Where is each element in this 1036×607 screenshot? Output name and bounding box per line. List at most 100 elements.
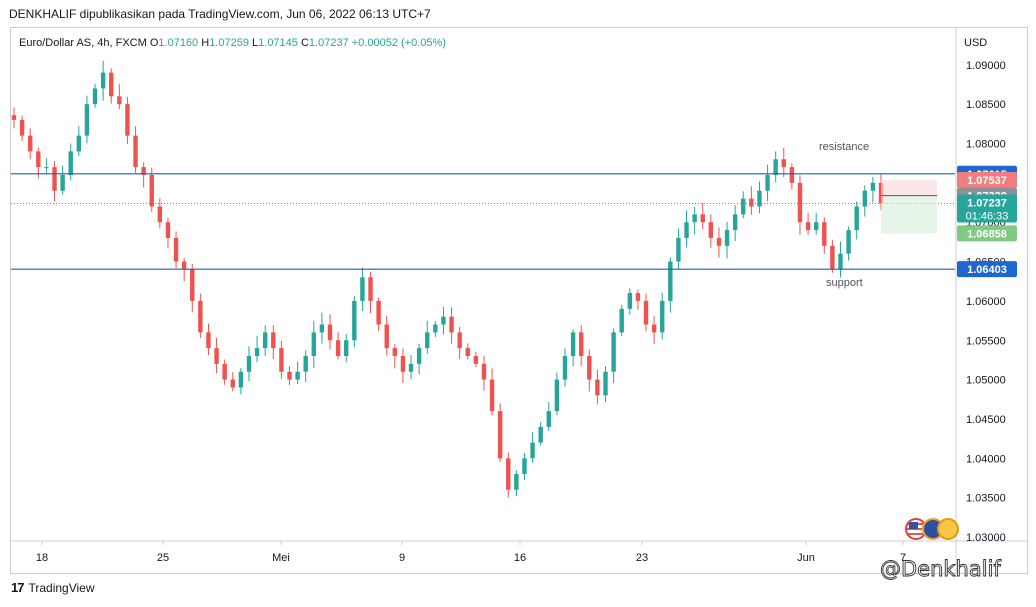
candle-body <box>611 332 616 372</box>
candle-body <box>425 332 430 349</box>
candle-body <box>741 198 746 215</box>
stop-zone <box>881 179 937 196</box>
candle-body <box>830 245 835 270</box>
price-badge-target <box>957 225 1017 242</box>
x-tick-label: 16 <box>514 552 526 564</box>
x-tick-label: 18 <box>36 552 48 564</box>
candle-body <box>870 182 876 191</box>
candle-body <box>68 151 73 175</box>
candle-body <box>311 332 317 356</box>
candle-body <box>384 324 389 349</box>
candle-body <box>246 355 252 372</box>
candle-body <box>587 355 592 380</box>
candle-body <box>546 411 551 427</box>
footer-brand: TradingView <box>28 581 95 595</box>
candle-body <box>303 355 308 372</box>
candle-body <box>765 174 770 191</box>
support-annotation: support <box>826 277 863 289</box>
candle-body <box>408 363 414 372</box>
candle-body <box>643 300 649 325</box>
candle-body <box>506 458 511 490</box>
chart-frame[interactable] <box>10 27 1028 574</box>
y-tick-label: 1.08500 <box>966 99 1006 111</box>
candle-body <box>360 277 365 301</box>
candle-body <box>692 214 697 223</box>
candle-body <box>327 324 333 341</box>
candle-body <box>117 96 122 105</box>
candle-body <box>238 371 244 388</box>
candle-body <box>595 379 600 396</box>
candle-body <box>684 222 689 238</box>
candle-body <box>619 308 624 333</box>
candle-body <box>262 332 268 349</box>
price-badge-label: 1.07237 <box>967 198 1007 210</box>
close-value: 1.07237 <box>308 37 349 49</box>
candle-body <box>773 159 778 175</box>
candle-body <box>578 332 584 356</box>
candle-body <box>279 348 284 372</box>
x-tick-label: 25 <box>157 552 169 564</box>
candle-body <box>190 269 195 301</box>
candle-body <box>400 355 406 372</box>
candle-body <box>319 324 325 333</box>
candle-body <box>749 198 754 207</box>
candle-body <box>52 167 57 191</box>
y-tick-label: 1.05500 <box>966 335 1006 347</box>
open-value: 1.07160 <box>158 37 199 49</box>
candle-body <box>441 316 446 325</box>
x-tick-label: 23 <box>636 552 648 564</box>
candle-body <box>562 355 568 380</box>
candle-body <box>522 458 527 475</box>
candle-body <box>141 167 146 175</box>
candle-body <box>668 261 673 301</box>
candle-body <box>295 371 300 380</box>
x-tick-label: Mei <box>272 552 290 564</box>
axis-currency-label: USD <box>964 37 987 49</box>
x-tick-label: 7 <box>900 552 906 564</box>
candle-body <box>708 222 714 238</box>
candle-body <box>530 442 535 459</box>
candle-body <box>181 261 187 270</box>
candle-body <box>603 371 608 396</box>
candle-body <box>198 300 203 333</box>
candle-body <box>757 190 762 207</box>
price-badge-stop <box>957 171 1017 188</box>
change-value: +0.00052 (+0.05%) <box>351 37 446 49</box>
symbol-name: Euro/Dollar AS, 4h, FXCM <box>19 37 147 49</box>
low-label: L <box>252 37 259 49</box>
candle-body <box>392 348 398 356</box>
candle-body <box>570 332 576 356</box>
candle-body <box>457 332 462 349</box>
candle-body <box>813 222 819 231</box>
candle-body <box>822 222 827 246</box>
candle-body <box>651 324 657 333</box>
footer: 17 TradingView <box>11 580 95 595</box>
candle-body <box>206 332 211 349</box>
candle-body <box>157 206 163 223</box>
price-badge-label: 1.06403 <box>967 264 1007 276</box>
candle-body <box>676 237 681 262</box>
publication-header: DENKHALIF dipublikasikan pada TradingVie… <box>9 7 431 21</box>
price-badge-line <box>957 261 1017 278</box>
high-value: 1.07259 <box>209 37 249 49</box>
candle-body <box>84 104 90 136</box>
candle-body <box>473 355 479 364</box>
coin-icon <box>937 518 959 540</box>
candle-body <box>838 253 843 270</box>
candle-body <box>781 159 786 168</box>
candle-body <box>465 348 470 356</box>
candle-body <box>352 300 357 341</box>
y-tick-label: 1.05000 <box>966 375 1006 387</box>
x-tick-label: Jun <box>797 552 815 564</box>
candle-body <box>165 222 171 238</box>
candle-body <box>627 293 633 309</box>
candle-body <box>368 277 373 301</box>
countdown-label: 01:46:33 <box>966 211 1009 223</box>
candle-body <box>805 222 811 231</box>
x-tick-label: 9 <box>399 552 405 564</box>
candle-body <box>846 230 851 254</box>
candle-body <box>344 340 349 356</box>
candle-body <box>433 324 438 333</box>
y-tick-label: 1.04500 <box>966 414 1006 426</box>
